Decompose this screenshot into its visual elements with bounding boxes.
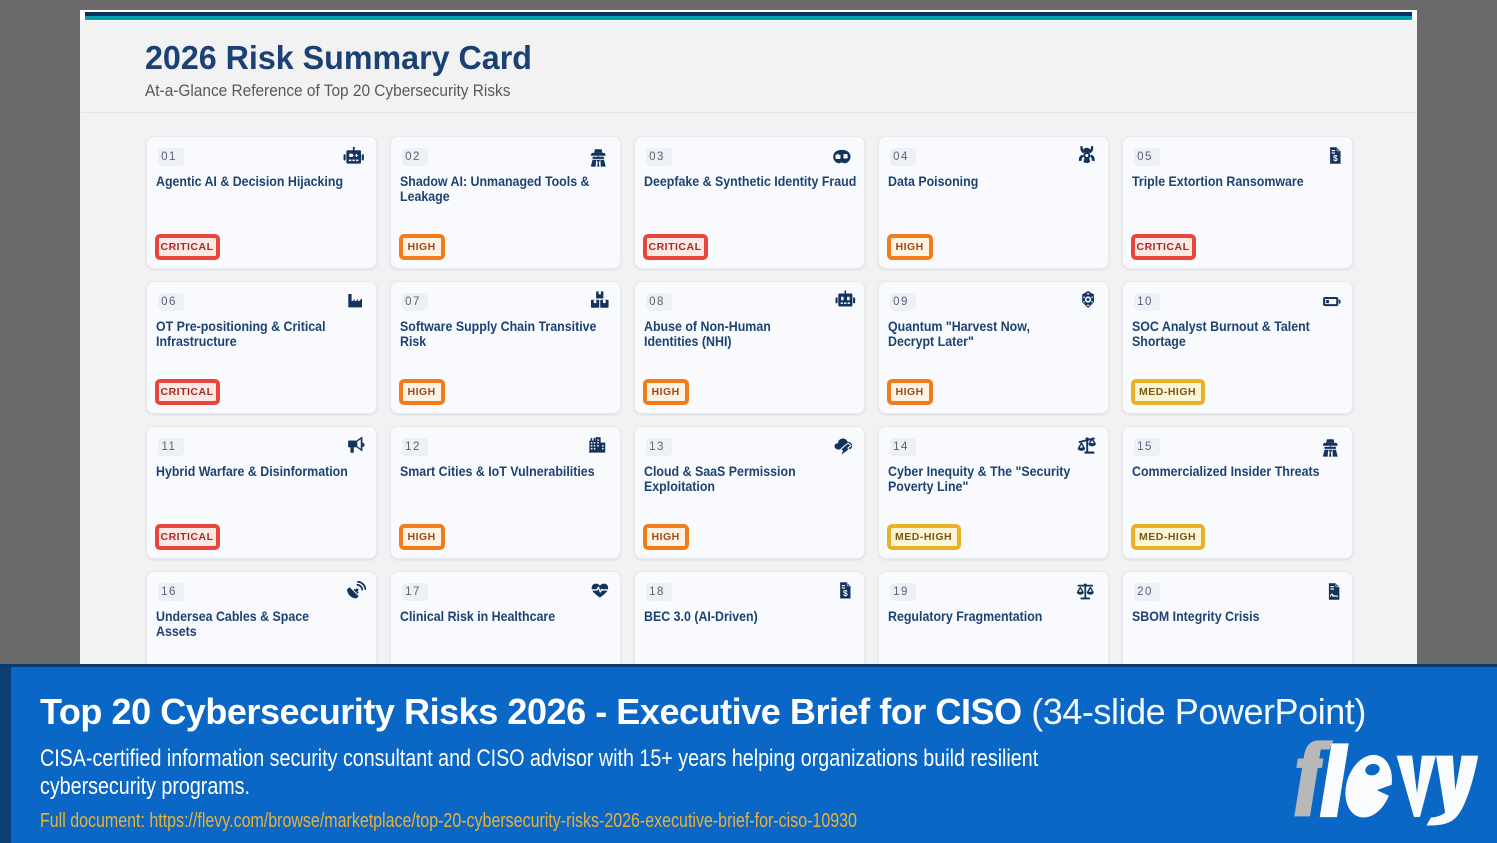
svg-text:$: $ <box>1332 153 1337 163</box>
svg-text:$: $ <box>843 588 848 598</box>
